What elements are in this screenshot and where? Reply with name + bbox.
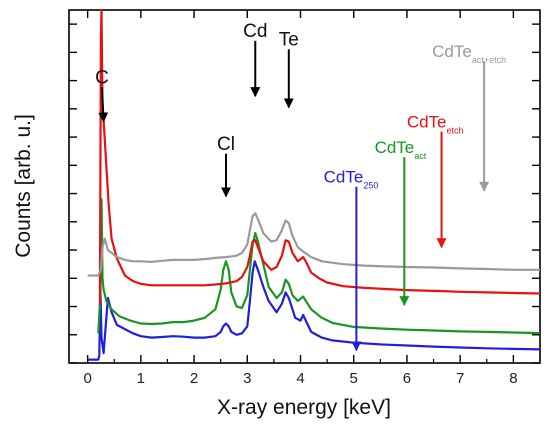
x-tick-label: 3 <box>243 370 251 387</box>
series-layer <box>87 8 541 361</box>
x-tick-label: 6 <box>403 370 411 387</box>
plot-area <box>68 9 541 364</box>
x-tick-label: 4 <box>296 370 304 387</box>
x-tick-label: 2 <box>190 370 198 387</box>
series-line-act <box>97 198 541 335</box>
peak-label-cl: Cl <box>217 134 235 155</box>
peak-label-te: Te <box>279 29 299 50</box>
x-tick-label: 5 <box>350 370 358 387</box>
x-tick-label: 0 <box>83 370 91 387</box>
x-axis-title: X-ray energy [keV] <box>217 396 391 419</box>
peak-label-c: C <box>95 67 109 88</box>
series-label: CdTe250 <box>324 168 379 191</box>
y-axis-title: Counts [arb. u.] <box>12 114 35 258</box>
series-line-250 <box>87 260 541 361</box>
x-tick-label: 8 <box>509 370 517 387</box>
series-label: CdTeetch <box>407 113 464 136</box>
y-ticks <box>69 23 540 364</box>
series-line-act-etch <box>87 212 540 277</box>
x-ticks: 0 1 2 3 4 5 6 7 8 <box>83 10 518 387</box>
x-tick-label: 7 <box>456 370 464 387</box>
x-tick-label: 1 <box>137 370 145 387</box>
series-label: CdTeact+etch <box>432 42 506 65</box>
series-line-etch <box>98 8 541 306</box>
peak-arrow <box>98 87 109 123</box>
peak-label-cd: Cd <box>243 21 267 42</box>
series-label: CdTeact <box>375 138 427 161</box>
